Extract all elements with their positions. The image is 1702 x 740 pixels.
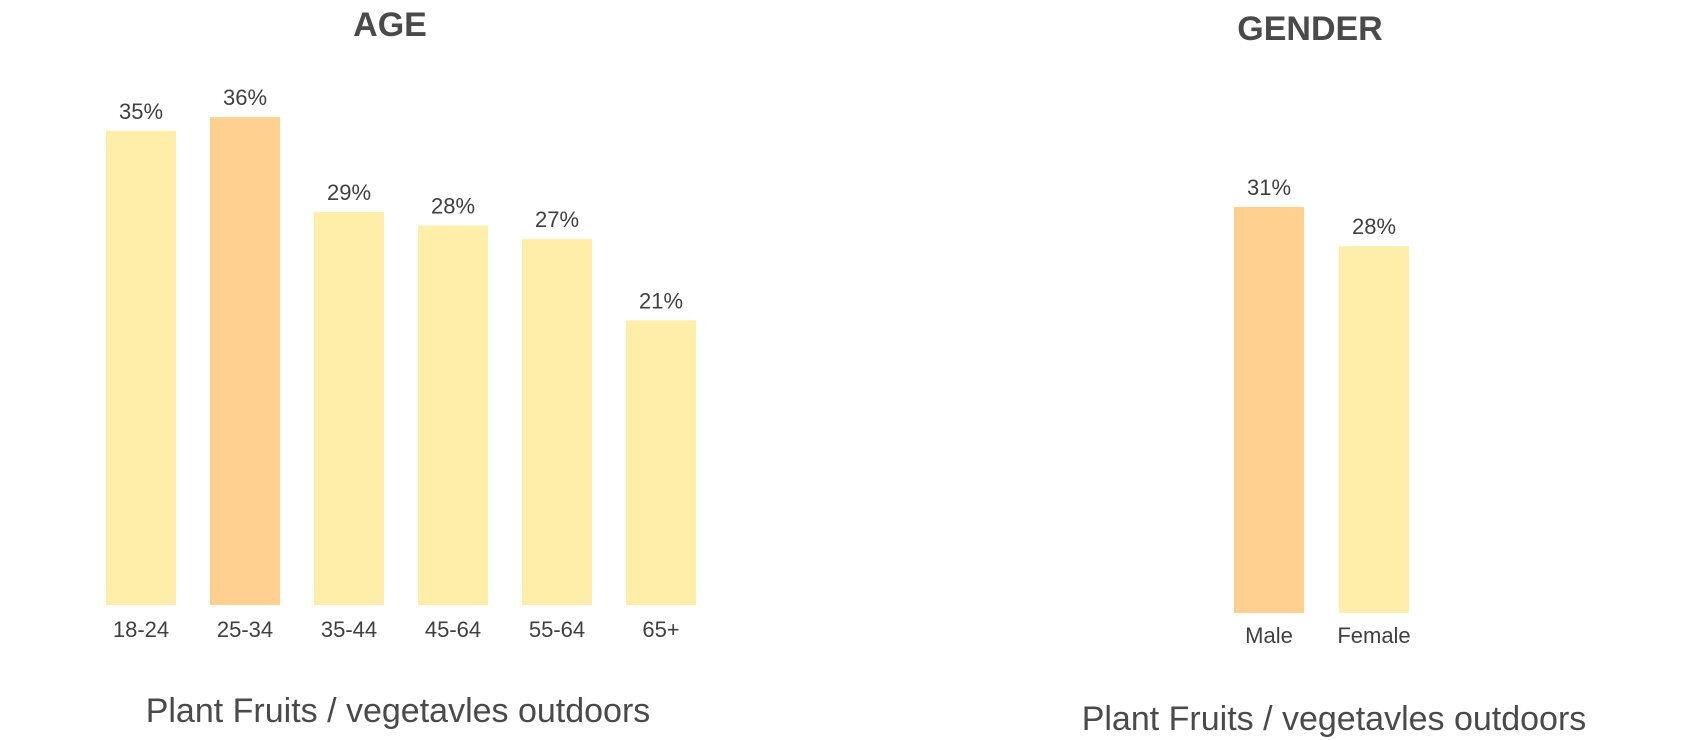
age-bar-18-24 [106, 130, 176, 605]
age-value-label-65-: 21% [639, 288, 683, 313]
age-chart-title: AGE [353, 6, 427, 44]
gender-chart-bars: 31% Male 28% Female [1234, 175, 1411, 648]
gender-tick-label-female: Female [1337, 623, 1410, 648]
age-bar-35-44 [314, 212, 384, 606]
age-value-label-35-44: 29% [327, 180, 371, 205]
age-tick-label-35-44: 35-44 [321, 617, 377, 642]
gender-chart: GENDER 31% Male 28% Female Plant Fruits / v… [1082, 10, 1587, 738]
age-value-label-45-64: 28% [431, 194, 475, 219]
age-value-label-25-34: 36% [223, 85, 267, 110]
gender-chart-title: GENDER [1237, 10, 1382, 48]
age-chart-caption: Plant Fruits / vegetavles outdoors [146, 692, 651, 730]
age-bar-45-64 [418, 225, 488, 605]
age-chart-bars: 35% 18-24 36% 25-34 29% 35-44 28% 45-64 27% 55-64… [106, 85, 696, 642]
age-value-label-55-64: 27% [535, 207, 579, 232]
age-bar-25-34 [210, 117, 280, 605]
age-bar-65- [626, 320, 696, 605]
gender-bar-male [1234, 206, 1304, 613]
age-tick-label-65-: 65+ [642, 617, 679, 642]
gender-value-label-male: 31% [1247, 175, 1291, 200]
gender-tick-label-male: Male [1245, 623, 1293, 648]
gender-chart-caption: Plant Fruits / vegetavles outdoors [1082, 700, 1587, 738]
age-tick-label-55-64: 55-64 [529, 617, 585, 642]
age-value-label-18-24: 35% [119, 99, 163, 124]
age-chart: AGE 35% 18-24 36% 25-34 29% 35-44 28% 45-64 27% 5… [106, 6, 696, 730]
age-bar-55-64 [522, 239, 592, 605]
age-tick-label-25-34: 25-34 [217, 617, 273, 642]
age-tick-label-18-24: 18-24 [113, 617, 169, 642]
gender-value-label-female: 28% [1352, 214, 1396, 239]
age-tick-label-45-64: 45-64 [425, 617, 481, 642]
gender-bar-female [1339, 246, 1409, 613]
